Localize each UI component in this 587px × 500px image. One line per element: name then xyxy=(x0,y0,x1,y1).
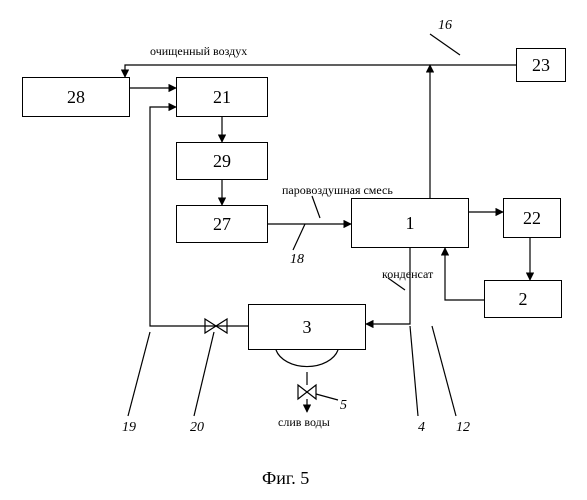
node-label: 2 xyxy=(519,289,528,310)
node-b3: 3 xyxy=(248,304,366,350)
node-label: 23 xyxy=(532,55,550,76)
node-label: 22 xyxy=(523,208,541,229)
ref-r12: 12 xyxy=(456,420,470,436)
edge-e16a xyxy=(430,34,460,55)
node-b21: 21 xyxy=(176,77,268,117)
node-label: 3 xyxy=(303,317,312,338)
ref-r4: 4 xyxy=(418,420,425,436)
node-label: 27 xyxy=(213,214,231,235)
edge-esteam xyxy=(312,196,320,218)
figure-caption: Фиг. 5 xyxy=(262,468,309,489)
edge-e20lead xyxy=(194,332,214,416)
edge-e5lead xyxy=(316,394,338,400)
edge-e19lead xyxy=(128,332,150,416)
edge-e16 xyxy=(125,65,516,77)
node-label: 29 xyxy=(213,151,231,172)
label-drain: слив воды xyxy=(278,415,330,430)
node-b2: 2 xyxy=(484,280,562,318)
edge-e4 xyxy=(366,248,410,324)
label-clean_air: очищенный воздух xyxy=(150,44,247,59)
node-b23: 23 xyxy=(516,48,566,82)
edge-e3arc xyxy=(276,350,338,367)
edge-e2-1 xyxy=(445,248,484,300)
edge-e12lead xyxy=(432,326,456,416)
node-label: 28 xyxy=(67,87,85,108)
edge-e18lead xyxy=(293,224,305,250)
ref-r16: 16 xyxy=(438,18,452,34)
node-label: 21 xyxy=(213,87,231,108)
edge-e4lead xyxy=(410,326,418,416)
node-b29: 29 xyxy=(176,142,268,180)
node-b22: 22 xyxy=(503,198,561,238)
ref-r18: 18 xyxy=(290,252,304,268)
node-b1: 1 xyxy=(351,198,469,248)
node-b27: 27 xyxy=(176,205,268,243)
ref-r20: 20 xyxy=(190,420,204,436)
valve-v5 xyxy=(298,385,316,399)
node-b28: 28 xyxy=(22,77,130,117)
label-condensate: конденсат xyxy=(382,267,433,282)
ref-r19: 19 xyxy=(122,420,136,436)
node-label: 1 xyxy=(406,213,415,234)
ref-r5: 5 xyxy=(340,398,347,414)
figure-stage: Фиг. 5 282129271222323очищенный воздухпа… xyxy=(0,0,587,500)
label-steam_air: паровоздушная смесь xyxy=(282,183,393,198)
